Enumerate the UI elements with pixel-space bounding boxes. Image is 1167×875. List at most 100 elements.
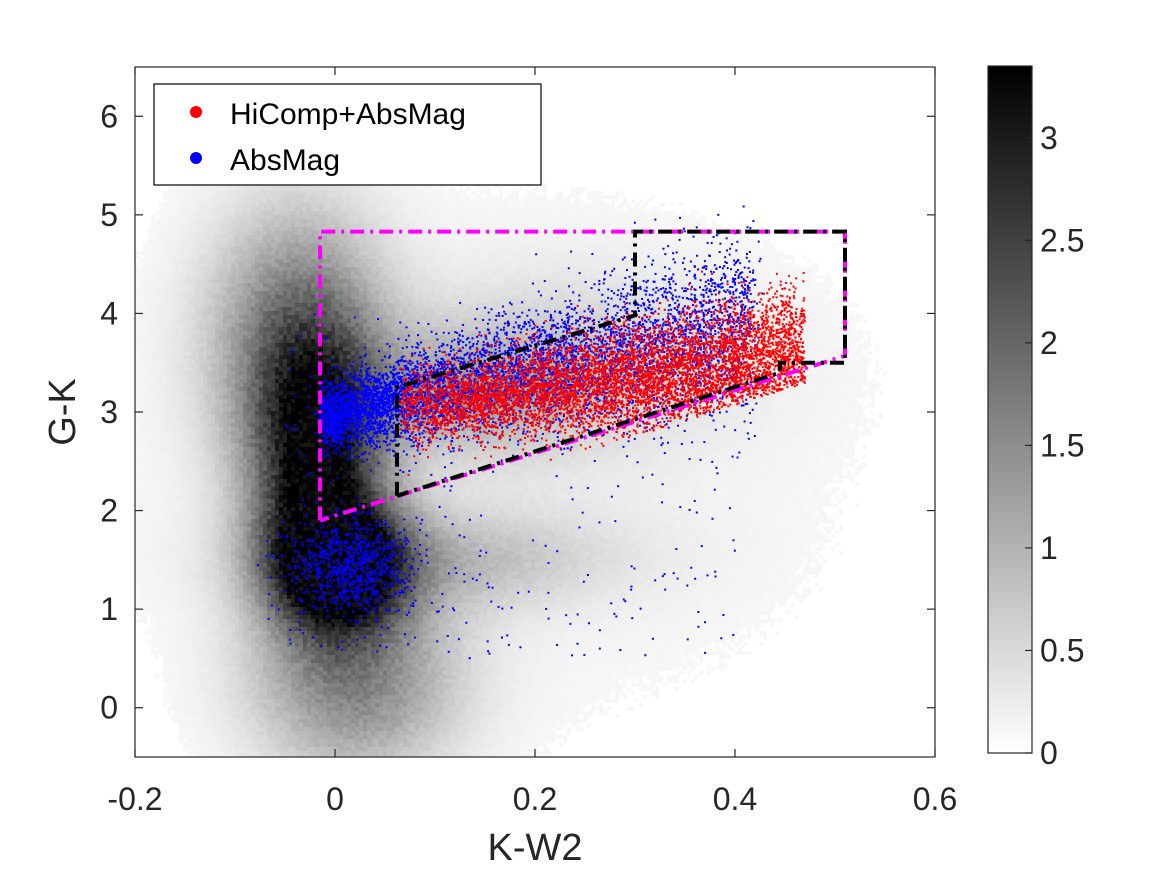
density-cell — [331, 195, 335, 199]
density-cell — [471, 199, 475, 203]
density-cell — [263, 207, 267, 211]
density-cell — [679, 219, 683, 223]
density-cell — [199, 187, 203, 191]
density-cell — [623, 223, 627, 227]
density-cell — [355, 207, 359, 211]
density-cell — [379, 275, 383, 279]
density-cell — [451, 247, 455, 251]
density-cell — [511, 263, 515, 267]
density-cell — [223, 215, 227, 219]
density-cell — [379, 219, 383, 223]
density-cell — [187, 227, 191, 231]
density-cell — [179, 199, 183, 203]
density-cell — [359, 275, 363, 279]
density-cell — [711, 259, 715, 263]
density-cell — [759, 247, 763, 251]
density-cell — [467, 267, 471, 271]
density-cell — [223, 203, 227, 207]
density-cell — [403, 267, 407, 271]
density-cell — [195, 243, 199, 247]
density-cell — [347, 195, 351, 199]
density-cell — [163, 263, 167, 267]
density-cell — [503, 263, 507, 267]
density-cell — [487, 259, 491, 263]
density-cell — [483, 255, 487, 259]
density-cell — [511, 235, 515, 239]
density-cell — [515, 199, 519, 203]
density-cell — [171, 191, 175, 195]
density-cell — [535, 211, 539, 215]
density-cell — [259, 267, 263, 271]
density-cell — [683, 243, 687, 247]
density-cell — [659, 271, 663, 275]
density-cell — [291, 239, 295, 243]
density-cell — [255, 203, 259, 207]
density-cell — [779, 259, 783, 263]
density-cell — [183, 223, 187, 227]
density-cell — [159, 271, 163, 275]
density-cell — [399, 219, 403, 223]
density-cell — [299, 271, 303, 275]
density-cell — [211, 263, 215, 267]
density-cell — [459, 199, 463, 203]
density-cell — [419, 271, 423, 275]
density-cell — [507, 243, 511, 247]
density-cell — [291, 231, 295, 235]
density-cell — [427, 259, 431, 263]
density-cell — [691, 243, 695, 247]
density-cell — [175, 191, 179, 195]
density-cell — [439, 187, 443, 191]
density-cell — [351, 235, 355, 239]
density-cell — [555, 219, 559, 223]
density-cell — [239, 203, 243, 207]
density-cell — [487, 195, 491, 199]
density-cell — [339, 195, 343, 199]
density-cell — [395, 219, 399, 223]
density-cell — [751, 239, 755, 243]
density-cell — [699, 251, 703, 255]
density-cell — [191, 259, 195, 263]
density-cell — [159, 211, 163, 215]
density-cell — [195, 271, 199, 275]
density-cell — [555, 195, 559, 199]
density-cell — [407, 235, 411, 239]
density-cell — [659, 239, 663, 243]
density-cell — [403, 227, 407, 231]
density-cell — [767, 247, 771, 251]
density-cell — [519, 227, 523, 231]
density-cell — [527, 191, 531, 195]
density-cell — [583, 259, 587, 263]
density-cell — [567, 223, 571, 227]
density-cell — [223, 219, 227, 223]
density-cell — [579, 191, 583, 195]
density-cell — [591, 235, 595, 239]
density-cell — [399, 195, 403, 199]
density-cell — [167, 271, 171, 275]
density-cell — [235, 247, 239, 251]
density-cell — [427, 251, 431, 255]
density-cell — [199, 195, 203, 199]
density-cell — [363, 215, 367, 219]
density-cell — [235, 251, 239, 255]
density-cell — [747, 243, 751, 247]
density-cell — [403, 219, 407, 223]
density-cell — [443, 215, 447, 219]
density-cell — [527, 195, 531, 199]
density-cell — [407, 271, 411, 275]
density-cell — [223, 247, 227, 251]
density-cell — [603, 243, 607, 247]
density-cell — [643, 251, 647, 255]
density-cell — [623, 195, 627, 199]
density-cell — [707, 259, 711, 263]
density-cell — [619, 219, 623, 223]
density-cell — [507, 195, 511, 199]
density-cell — [407, 251, 411, 255]
density-cell — [687, 219, 691, 223]
density-cell — [319, 191, 323, 195]
density-cell — [287, 271, 291, 275]
density-cell — [219, 187, 223, 191]
density-cell — [583, 243, 587, 247]
density-cell — [303, 219, 307, 223]
density-cell — [159, 247, 163, 251]
density-cell — [499, 251, 503, 255]
